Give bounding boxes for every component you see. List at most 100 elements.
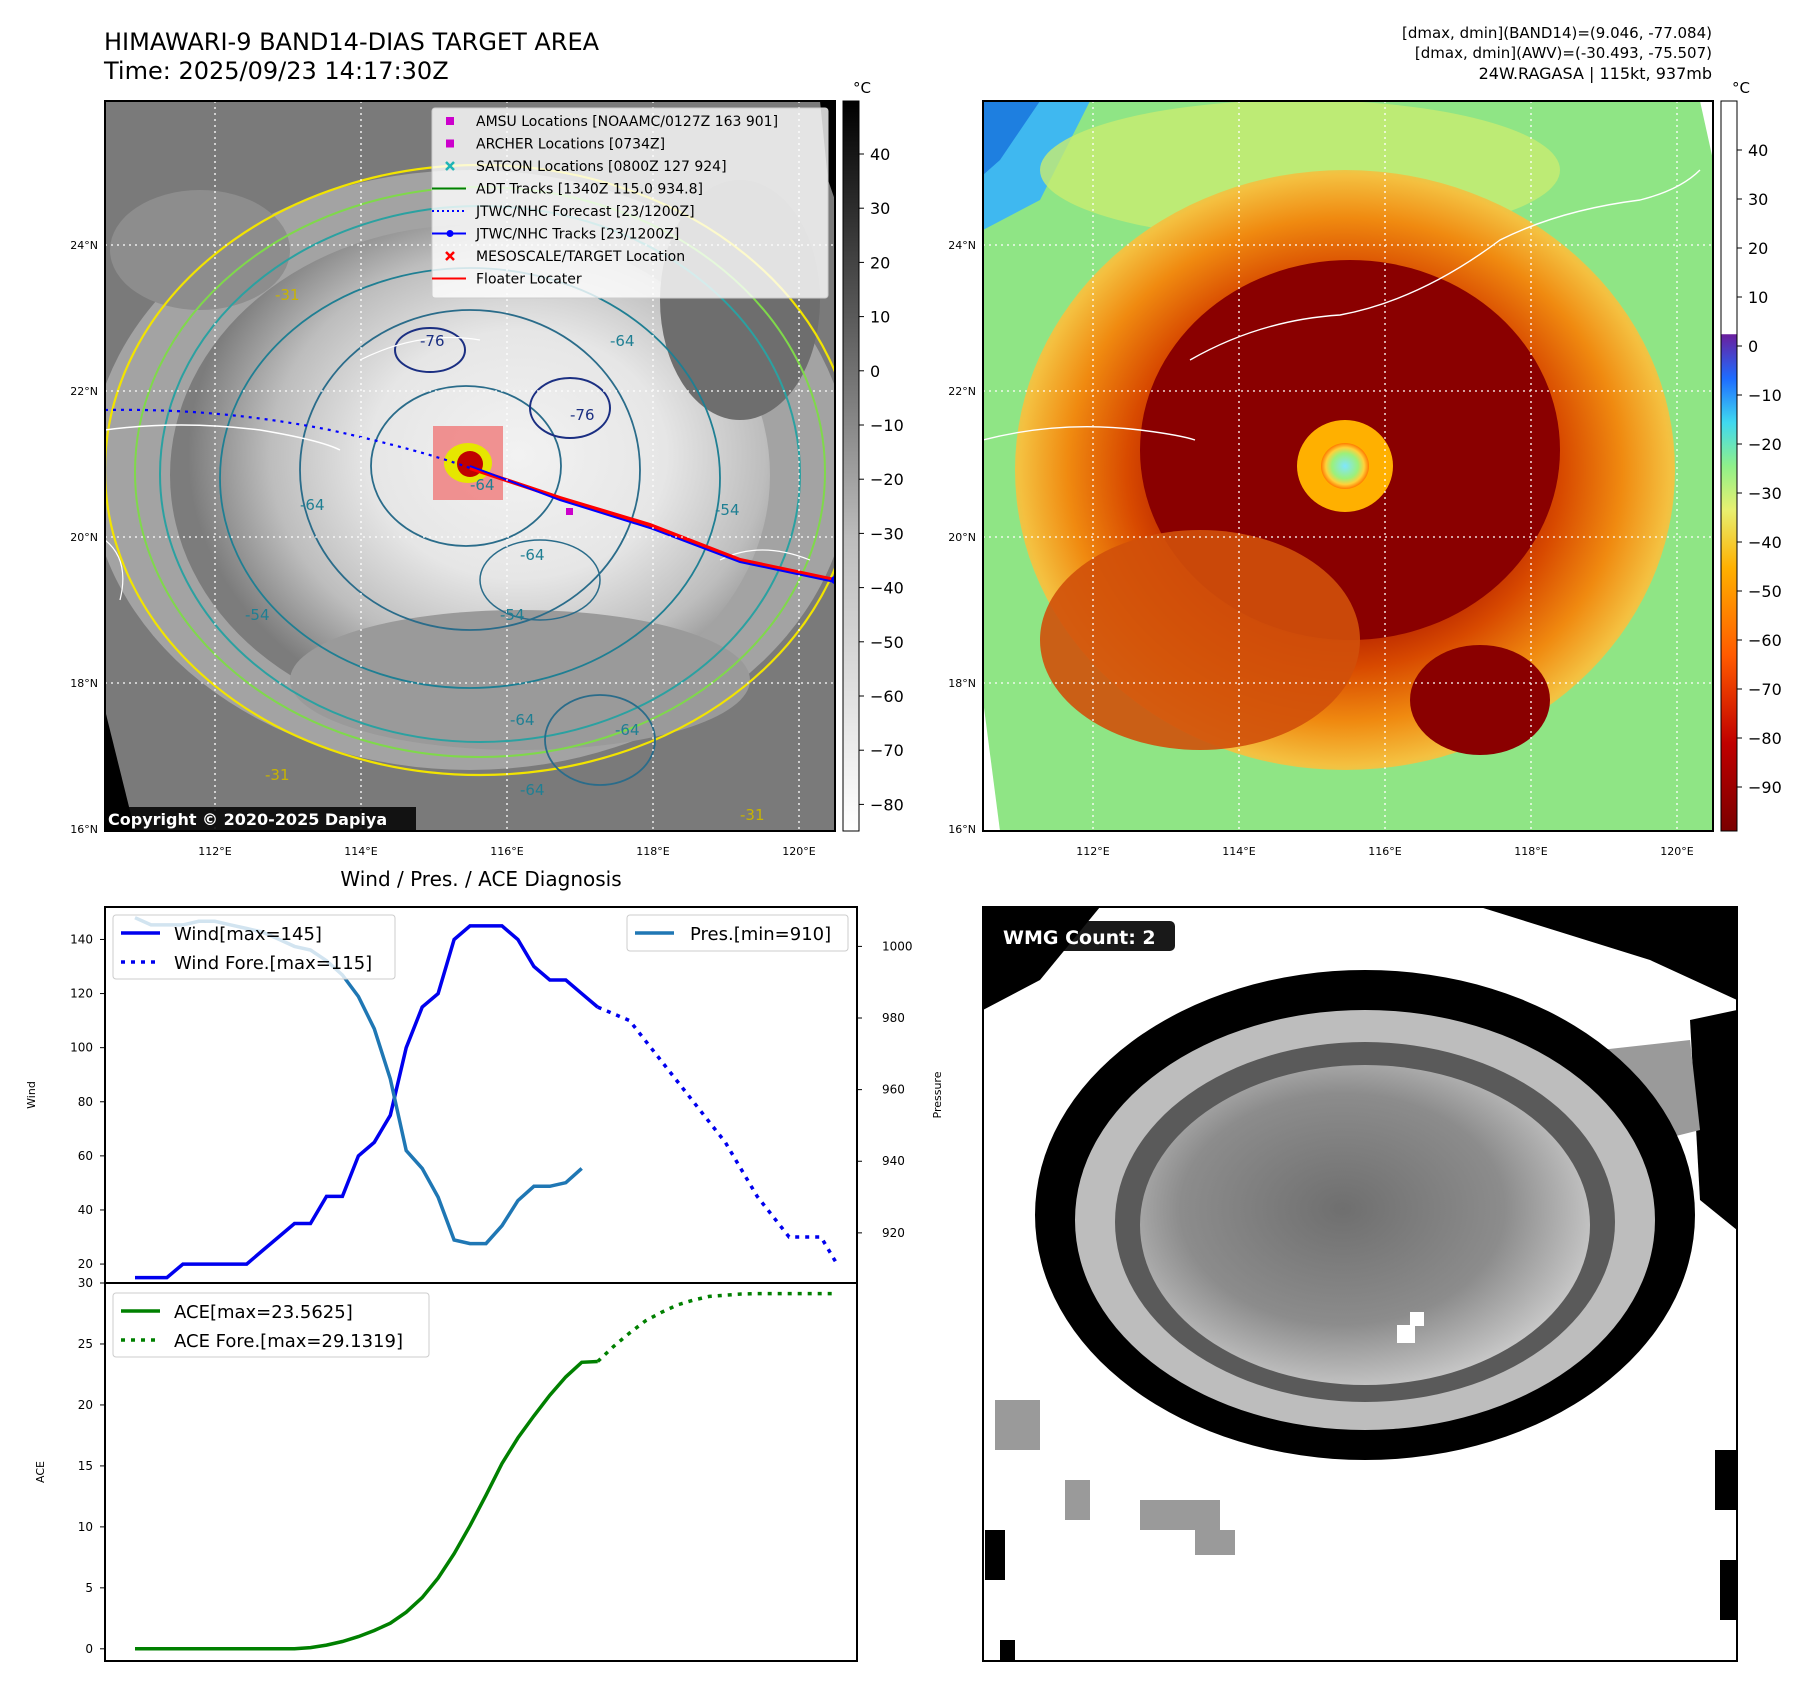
copyright-text: Copyright © 2020-2025 Dapiya [108, 810, 387, 829]
legend-label: ADT Tracks [1340Z 115.0 934.8] [476, 182, 703, 198]
map1-imagery: -64 -76 -64 -76 -54 -64 -54 -64 -54 -64 … [105, 101, 835, 831]
colorbar-tick-label: −80 [1748, 729, 1782, 748]
colorbar2-unit: °C [1732, 79, 1750, 97]
contour-label: -31 [740, 806, 765, 824]
contour-label: -64 [300, 496, 325, 514]
contour-label: -54 [245, 606, 270, 624]
colorbar-awv: °C 40 30 20 10 0 −10 −20 −30 −40 −50 −60 −70 −80 −90 [1720, 79, 1782, 832]
contour-label: -64 [520, 546, 545, 564]
ace-chart: 0 5 10 15 20 25 30 ACE ACE[max=23.5625] ACE For… [34, 1276, 858, 1662]
legend-label: ACE[max=23.5625] [174, 1302, 353, 1323]
chart1-legend-left-box [112, 914, 396, 980]
wmg-panel: WMG Count: 2 [982, 906, 1738, 1662]
diagnosis-chart-title: Wind / Pres. / ACE Diagnosis [340, 867, 621, 891]
contour-label: -64 [520, 781, 545, 799]
y2-tick-label: 980 [882, 1011, 905, 1025]
lat-tick-label: 24°N [70, 239, 98, 252]
wmg-frame [982, 906, 1738, 1662]
colorbar-tick-label: −40 [870, 579, 904, 598]
colorbar-tick-label: 0 [870, 362, 880, 381]
lon-tick-label: 120°E [782, 845, 815, 858]
lon-tick-label: 112°E [1076, 845, 1109, 858]
legend-entry: MESOSCALE/TARGET Location [445, 249, 685, 265]
legend-entry: JTWC/NHC Forecast [23/1200Z] [432, 204, 695, 220]
figure-title-line1: HIMAWARI-9 BAND14-DIAS TARGET AREA [104, 28, 600, 56]
colorbar-tick-label: −60 [870, 687, 904, 706]
y-tick-label: 40 [78, 1203, 93, 1217]
wind-pressure-chart: 20 40 60 80 100 120 140 920 940 960 980 1000 Wind P… [25, 906, 944, 1284]
colorbar-tick-label: −50 [1748, 582, 1782, 601]
y-tick-label: 100 [70, 1041, 93, 1055]
lon-tick-label: 118°E [636, 845, 669, 858]
lon-tick-label: 114°E [344, 845, 377, 858]
wmg-imagery [983, 907, 1737, 1661]
jtwc-track [469, 465, 835, 583]
lat-tick-label: 22°N [70, 385, 98, 398]
wind-axis-label: Wind [25, 1081, 38, 1109]
info-line3: 24W.RAGASA | 115kt, 937mb [1479, 64, 1712, 83]
colorbar-tick-label: −40 [1748, 533, 1782, 552]
series-line-ace [135, 1359, 598, 1651]
ace-axis-label: ACE [34, 1461, 47, 1483]
y-tick-label: 0 [85, 1642, 93, 1656]
y-tick-label: 20 [78, 1257, 93, 1271]
colorbar-tick-label: −70 [1748, 680, 1782, 699]
y2-tick-label: 920 [882, 1226, 905, 1240]
colorbar-tick-label: 20 [1748, 239, 1768, 258]
pressure-axis-label: Pressure [931, 1071, 944, 1118]
y-tick-label: 15 [78, 1459, 93, 1473]
legend-marker-square [446, 117, 454, 125]
colorbar-tick-label: −30 [1748, 484, 1782, 503]
lat-tick-label: 22°N [948, 385, 976, 398]
y-tick-label: 60 [78, 1149, 93, 1163]
colorbar-tick-label: −50 [870, 633, 904, 652]
wmg-count-badge [995, 921, 1175, 951]
contour-label: -54 [715, 501, 740, 519]
lon-tick-label: 116°E [1368, 845, 1401, 858]
y-tick-label: 30 [78, 1276, 93, 1290]
map1-legend: AMSU Locations [NOAAMC/0127Z 163 901] ARC… [431, 107, 829, 299]
legend-marker-x [445, 251, 455, 261]
lon-tick-label: 120°E [1660, 845, 1693, 858]
y2-tick-label: 960 [882, 1083, 905, 1097]
contour-label: -64 [610, 332, 635, 350]
series-line-ace-fore [596, 1291, 837, 1363]
colorbar-tick-label: 10 [1748, 288, 1768, 307]
y2-tick-label: 940 [882, 1154, 905, 1168]
y-tick-label: 140 [70, 932, 93, 946]
colorbar-tick-label: 20 [870, 253, 890, 272]
legend-marker-square [446, 139, 454, 148]
contour-label: -76 [420, 332, 445, 350]
y-tick-label: 25 [78, 1337, 93, 1351]
colorbar-tick-label: 30 [1748, 190, 1768, 209]
lat-tick-label: 16°N [70, 823, 98, 836]
colorbar-tick-label: −90 [1748, 778, 1782, 797]
colorbar-tick-label: 10 [870, 308, 890, 327]
colorbar-tick-label: 40 [1748, 141, 1768, 160]
colorbar-tick-label: 0 [1748, 337, 1758, 356]
legend-entry: SATCON Locations [0800Z 127 924] [445, 159, 727, 175]
y-tick-label: 80 [78, 1095, 93, 1109]
contour-label: -31 [275, 286, 300, 304]
y-tick-label: 10 [78, 1520, 93, 1534]
colorbar-tick-label: 30 [870, 199, 890, 218]
legend-entry: ADT Tracks [1340Z 115.0 934.8] [432, 182, 703, 198]
y2-tick-label: 1000 [882, 939, 913, 953]
y-tick-label: 120 [70, 987, 93, 1001]
colorbar-tick-label: −20 [1748, 435, 1782, 454]
copyright-badge [104, 807, 416, 831]
contour-label: -31 [265, 766, 290, 784]
legend-entry: ARCHER Locations [0734Z] [446, 137, 665, 153]
legend-entry: Floater Locater [432, 272, 582, 288]
map-panel-band14: -64 -76 -64 -76 -54 -64 -54 -64 -54 -64 … [70, 100, 836, 858]
legend-label: JTWC/NHC Forecast [23/1200Z] [475, 204, 695, 220]
series-line-wind-fore [597, 1005, 839, 1265]
map-panel-awv: 112°E 114°E 116°E 118°E 120°E 24°N 22°N … [948, 100, 1714, 858]
lon-tick-label: 116°E [490, 845, 523, 858]
legend-label: SATCON Locations [0800Z 127 924] [476, 159, 727, 175]
legend-marker-dot [446, 230, 454, 237]
lat-tick-label: 20°N [70, 531, 98, 544]
colorbar-tick-label: −20 [870, 470, 904, 489]
colorbar-band14: °C 40 30 20 10 0 −10 −20 −30 −40 −50 −60 −70 −80 [842, 79, 904, 832]
lat-tick-label: 24°N [948, 239, 976, 252]
